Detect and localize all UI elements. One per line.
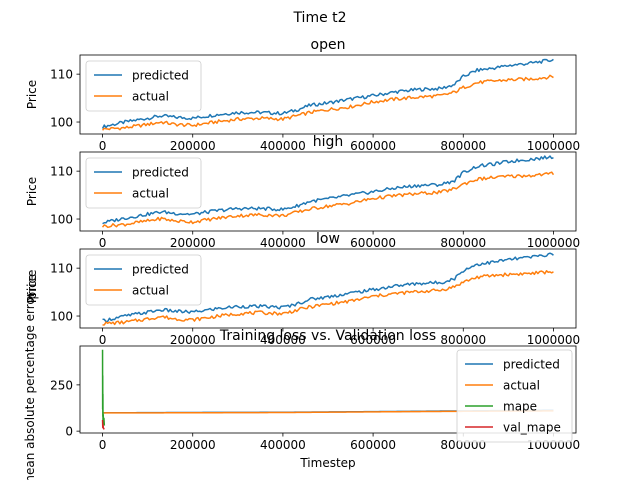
y-axis-label: Price (25, 80, 39, 109)
plot-area (102, 252, 554, 326)
x-tick-label: 200000 (170, 139, 216, 153)
legend-label-mape: mape (503, 400, 537, 414)
legend-frame (85, 254, 202, 306)
subplot-low: 0 200000 400000 600000 800000 1000000 100 110 lo… (25, 231, 580, 347)
subplot-title: high (313, 134, 344, 150)
x-tick-label: 400000 (260, 139, 306, 153)
series-line-predicted (102, 155, 554, 225)
x-tick-label: 400000 (260, 333, 306, 347)
legend-label-predicted: predicted (132, 263, 189, 277)
series-line-predicted (101, 58, 554, 129)
legend-label-actual: actual (132, 284, 169, 298)
x-tick-label: 400000 (260, 236, 306, 250)
figure-suptitle: Time t2 (292, 10, 346, 26)
legend-label-predicted: predicted (132, 166, 189, 180)
series-line-predicted (102, 252, 554, 323)
subplot-title: low (316, 231, 340, 247)
y-tick-label: 100 (50, 213, 73, 227)
x-tick-label: 200000 (170, 236, 216, 250)
y-axis-label: mean absolute percentage error (23, 292, 37, 480)
y-tick-label: 100 (50, 310, 73, 324)
x-tick-label: 1000000 (527, 333, 580, 347)
x-tick-label: 800000 (440, 333, 486, 347)
subplot-title: Training loss vs. Validation loss (219, 328, 436, 344)
subplots: 0 200000 400000 600000 800000 1000000100110op… (23, 37, 580, 480)
subplot-training-loss-vs-validation-loss: 0 200000 400000 600000 800000 1000000 0 250 Trai… (23, 292, 580, 480)
legend: predicted actual (85, 157, 202, 209)
legend: predicted actual (85, 254, 202, 306)
series-line-actual (101, 171, 555, 229)
legend-label-predicted: predicted (132, 69, 189, 83)
y-axis-label: Price (25, 274, 39, 303)
x-tick-label: 400000 (260, 438, 306, 452)
x-tick-label: 800000 (440, 236, 486, 250)
legend-label-actual: actual (132, 187, 169, 201)
subplot-high: 0 200000 400000 600000 800000 1000000 100 110 hi… (25, 134, 580, 250)
legend: predicted actual (85, 60, 202, 112)
y-tick-label: 0 (65, 425, 73, 439)
x-tick-label: 0 (99, 236, 107, 250)
series-line-mape (101, 349, 106, 426)
x-axis-label: Timestep (299, 456, 355, 470)
x-tick-label: 0 (99, 333, 107, 347)
legend-frame (85, 157, 202, 209)
x-tick-label: 800000 (440, 139, 486, 153)
plot-area (101, 58, 554, 131)
y-axis-label: Price (25, 177, 39, 206)
x-tick-label: 0 (99, 139, 107, 153)
y-tick-label: 110 (50, 262, 73, 276)
legend-label-predicted: predicted (503, 358, 560, 372)
y-tick-label: 110 (50, 68, 73, 82)
y-axis-label-overlap: price (25, 270, 39, 300)
x-tick-label: 600000 (350, 333, 396, 347)
series-line-actual (102, 270, 554, 326)
x-tick-label: 600000 (350, 236, 396, 250)
x-tick-label: 600000 (350, 438, 396, 452)
legend: predicted actual mape val_mape (456, 349, 573, 443)
legend-frame (456, 349, 573, 443)
legend-frame (85, 60, 202, 112)
x-tick-label: 200000 (170, 333, 216, 347)
legend-label-val_mape: val_mape (503, 421, 561, 435)
y-tick-label: 100 (50, 116, 73, 130)
plot-area (101, 155, 555, 229)
y-tick-label: 110 (50, 165, 73, 179)
subplot-title: open (311, 37, 346, 53)
axes-frame (79, 54, 577, 135)
y-tick-label: 250 (50, 378, 73, 392)
axes-frame (79, 345, 577, 434)
legend-label-actual: actual (132, 90, 169, 104)
series-line-actual (101, 74, 554, 131)
axes-frame (79, 248, 577, 329)
x-tick-label: 1000000 (527, 236, 580, 250)
subplot-open: 0 200000 400000 600000 800000 1000000 100 110 op… (25, 37, 580, 153)
x-tick-label: 200000 (170, 438, 216, 452)
series-line-val_mape (101, 420, 105, 430)
x-tick-label: 600000 (350, 139, 396, 153)
x-tick-label: 1000000 (527, 139, 580, 153)
legend-label-actual: actual (503, 379, 540, 393)
axes-frame (79, 151, 577, 232)
x-tick-label: 0 (99, 438, 107, 452)
